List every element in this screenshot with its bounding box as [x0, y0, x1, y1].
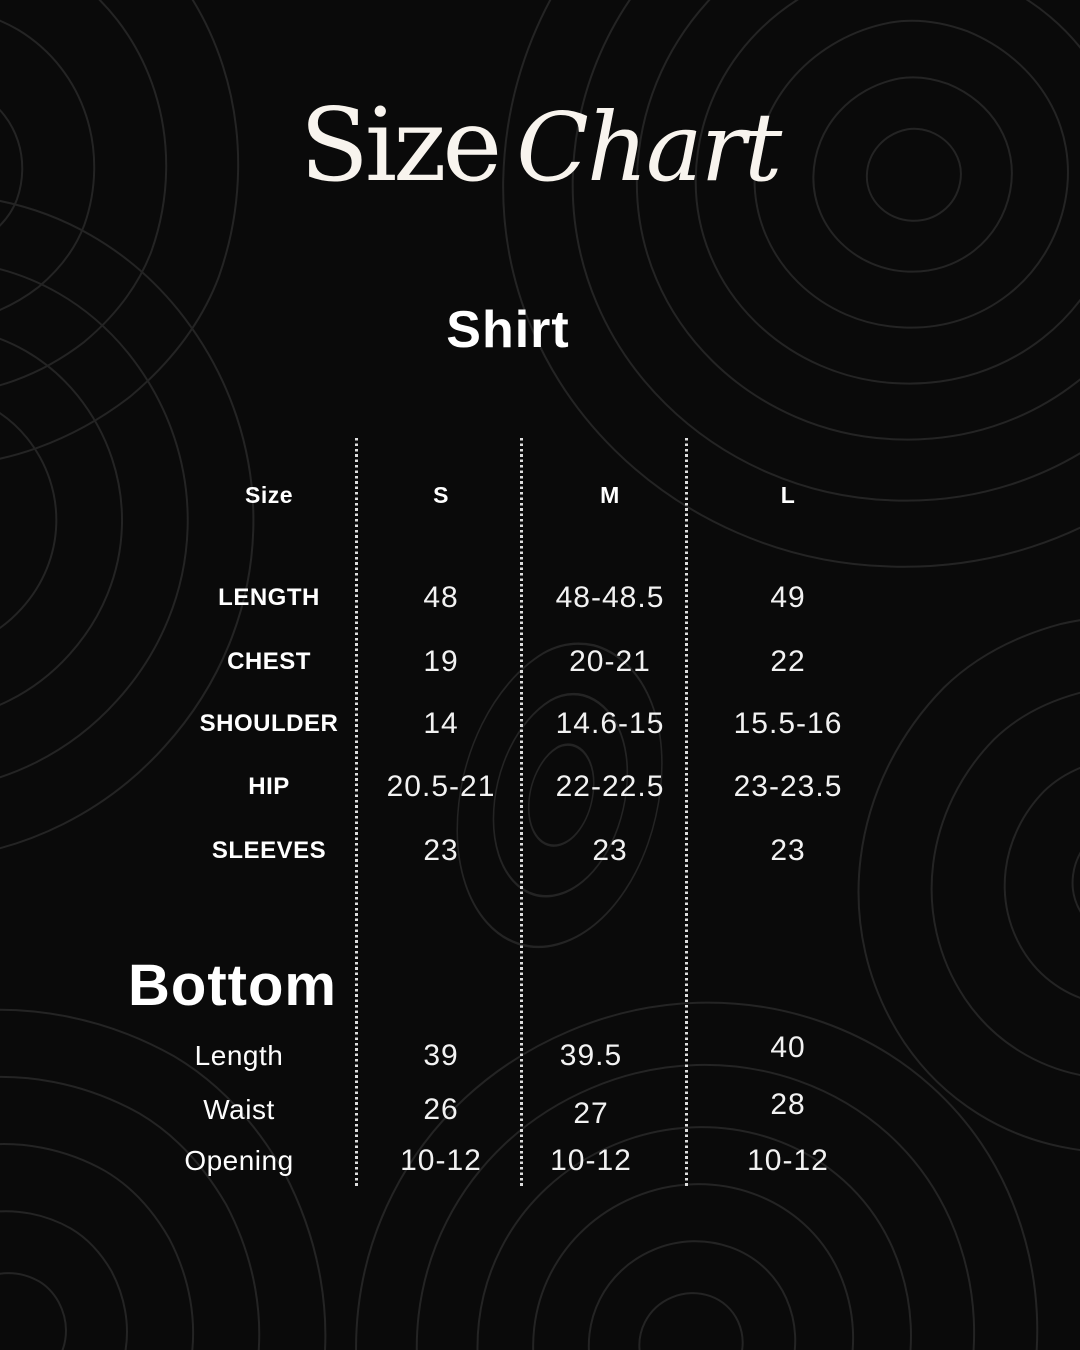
header-col-s: S [433, 481, 449, 508]
bottom-section-heading: Bottom [128, 953, 337, 1018]
table-row-bottom-length: Length 39 39.5 40 [120, 1031, 880, 1078]
cell-m: 27 [573, 1097, 609, 1130]
shirt-section-heading: Shirt [446, 301, 570, 359]
header-col-m: M [600, 481, 620, 508]
cell-m: 10-12 [550, 1144, 632, 1177]
cell-l: 23 [770, 834, 806, 867]
row-label: Length [194, 1040, 284, 1071]
column-divider-dotted-line [355, 438, 358, 1188]
row-label: CHEST [227, 648, 311, 675]
table-row-chest: CHEST 19 20-21 22 [180, 640, 880, 684]
cell-m: 48-48.5 [555, 581, 665, 614]
row-label: SLEEVES [211, 837, 327, 864]
cell-m: 23 [592, 834, 628, 867]
row-label: SHOULDER [199, 710, 339, 737]
table-header-row: Size S M L [180, 473, 880, 517]
table-row-sleeves: SLEEVES 23 23 23 [180, 829, 880, 873]
cell-l: 28 [770, 1088, 806, 1121]
header-col-l: L [780, 481, 796, 508]
cell-l: 10-12 [747, 1144, 829, 1177]
row-label: Waist [203, 1094, 275, 1125]
cell-m: 22-22.5 [555, 770, 665, 803]
cell-s: 23 [423, 834, 459, 867]
page-title: Size Chart [0, 86, 1080, 204]
title-word-size: Size [299, 86, 502, 204]
table-row-shoulder: SHOULDER 14 14.6-15 15.5-16 [180, 702, 880, 746]
cell-l: 40 [770, 1031, 806, 1064]
cell-s: 48 [423, 581, 459, 614]
row-label: HIP [248, 773, 290, 800]
cell-s: 19 [423, 645, 459, 678]
table-row-length: LENGTH 48 48-48.5 49 [180, 576, 880, 620]
cell-l: 22 [770, 645, 806, 678]
header-size-label: Size [244, 481, 294, 508]
cell-l: 49 [770, 581, 806, 614]
row-label: Opening [184, 1145, 294, 1176]
cell-m: 39.5 [559, 1039, 623, 1072]
cell-l: 23-23.5 [733, 770, 843, 803]
column-divider-dotted-line [520, 438, 523, 1188]
row-label: LENGTH [218, 584, 320, 611]
cell-s: 20.5-21 [386, 770, 496, 803]
cell-s: 10-12 [400, 1144, 482, 1177]
cell-m: 20-21 [569, 645, 651, 678]
cell-s: 26 [423, 1093, 459, 1126]
table-row-bottom-waist: Waist 26 27 28 [120, 1088, 880, 1132]
cell-m: 14.6-15 [555, 707, 665, 740]
cell-s: 14 [423, 707, 459, 740]
table-row-bottom-opening: Opening 10-12 10-12 10-12 [120, 1139, 880, 1183]
column-divider-dotted-line [685, 438, 688, 1188]
title-word-chart: Chart [516, 93, 782, 203]
cell-s: 39 [423, 1039, 459, 1072]
table-row-hip: HIP 20.5-21 22-22.5 23-23.5 [180, 765, 880, 809]
cell-l: 15.5-16 [733, 707, 843, 740]
